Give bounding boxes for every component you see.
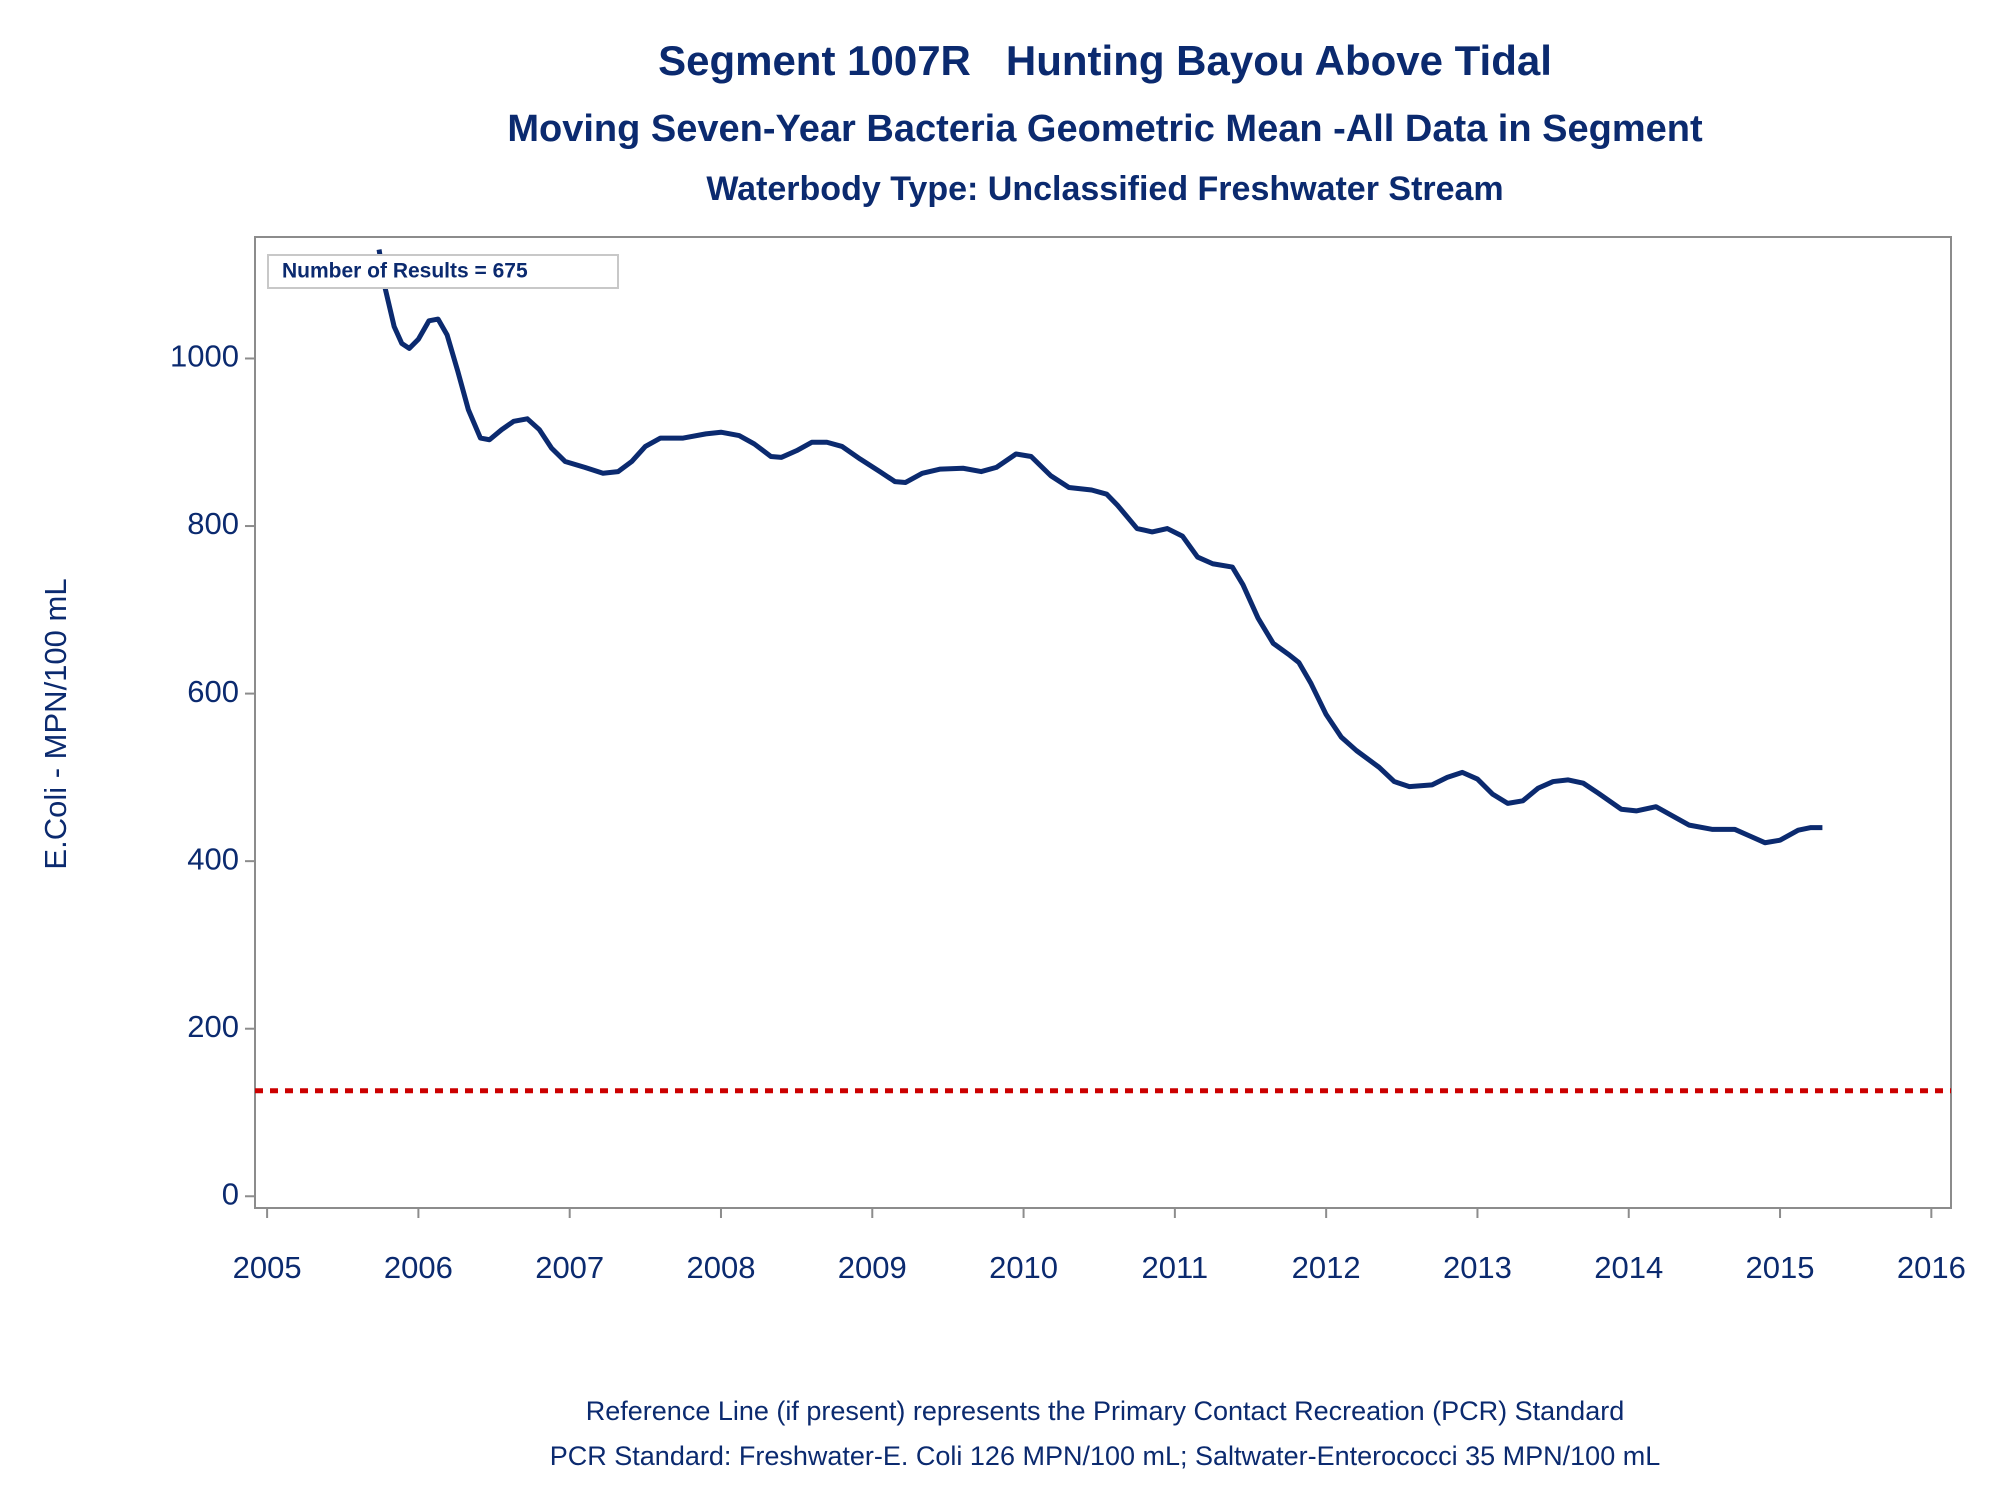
- x-tick-label: 2005: [233, 1250, 302, 1285]
- y-tick-label: 800: [187, 506, 239, 541]
- x-tick-label: 2006: [384, 1250, 453, 1285]
- y-tick-label: 200: [187, 1009, 239, 1044]
- y-tick-label: 0: [222, 1176, 239, 1211]
- x-tick-label: 2014: [1594, 1250, 1663, 1285]
- x-tick-label: 2010: [989, 1250, 1058, 1285]
- plot-frame: [254, 236, 1952, 1209]
- footnote: PCR Standard: Freshwater-E. Coli 126 MPN…: [550, 1441, 1660, 1471]
- y-tick-label: 400: [187, 841, 239, 876]
- x-tick-label: 2013: [1443, 1250, 1512, 1285]
- chart-subtitle: Moving Seven-Year Bacteria Geometric Mea…: [507, 108, 1703, 150]
- y-tick-label: 1000: [170, 339, 239, 374]
- data-line: [376, 249, 1823, 846]
- x-tick-label: 2007: [535, 1250, 604, 1285]
- chart-title: Segment 1007R Hunting Bayou Above Tidal: [658, 37, 1552, 84]
- x-tick-label: 2009: [838, 1250, 907, 1285]
- x-tick-label: 2016: [1897, 1250, 1966, 1285]
- chart-subtitle: Waterbody Type: Unclassified Freshwater …: [706, 170, 1503, 208]
- x-tick-label: 2012: [1292, 1250, 1361, 1285]
- x-tick-label: 2015: [1746, 1250, 1815, 1285]
- annotation: Number of Results = 675: [282, 260, 528, 283]
- annotation-box: [267, 254, 619, 289]
- y-tick-label: 600: [187, 674, 239, 709]
- x-tick-label: 2008: [686, 1250, 755, 1285]
- y-axis-label: E.Coli - MPN/100 mL: [38, 578, 73, 869]
- x-tick-label: 2011: [1142, 1250, 1209, 1285]
- footnote: Reference Line (if present) represents t…: [586, 1396, 1624, 1426]
